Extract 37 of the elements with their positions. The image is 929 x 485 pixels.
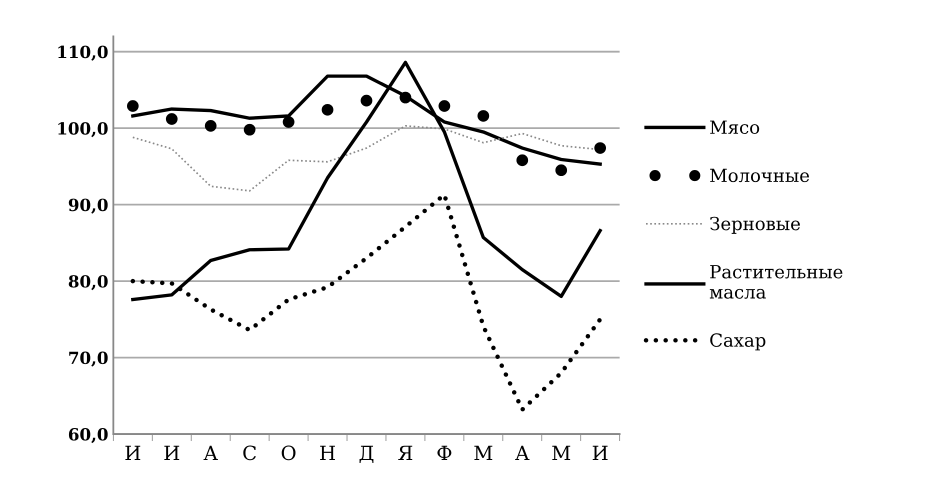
x-tick-label: М [474,446,492,460]
x-tick-label: Ф [437,446,452,460]
point [477,110,490,122]
y-tick-label: 100,0 [58,122,108,138]
legend-label: Зерновые [710,216,800,234]
y-tick-label: 90,0 [68,198,108,214]
x-tick-label: М [552,446,570,460]
point [322,104,334,116]
x-tick-label: Н [320,446,335,460]
y-tick-label: 80,0 [68,275,108,290]
x-tick-label: А [204,446,218,460]
point [555,164,568,176]
legend-label: Растительные масла [710,265,842,299]
point [282,116,294,128]
x-tick-label: Д [360,446,374,464]
y-tick-label: 70,0 [69,352,108,367]
x-tick-label: И [125,446,140,460]
legend-label: Сахар [710,333,766,350]
point [126,100,139,112]
x-tick-label: А [515,446,530,460]
point [400,92,412,104]
x-tick-label: О [282,446,296,460]
point [438,100,450,112]
x-tick-label: С [243,446,256,460]
point [166,113,178,125]
legend-label: Мясо [710,120,760,134]
x-tick-label: Я [398,446,412,460]
point [516,154,528,166]
point [360,94,372,106]
x-tick-label: И [164,446,180,460]
legend-label: Молочные [710,168,810,182]
x-tick-label: И [592,446,608,460]
y-tick-label: 60,0 [68,428,108,444]
point [204,120,217,132]
y-tick-label: 110,0 [58,46,108,61]
point [594,142,606,154]
point [244,124,256,136]
